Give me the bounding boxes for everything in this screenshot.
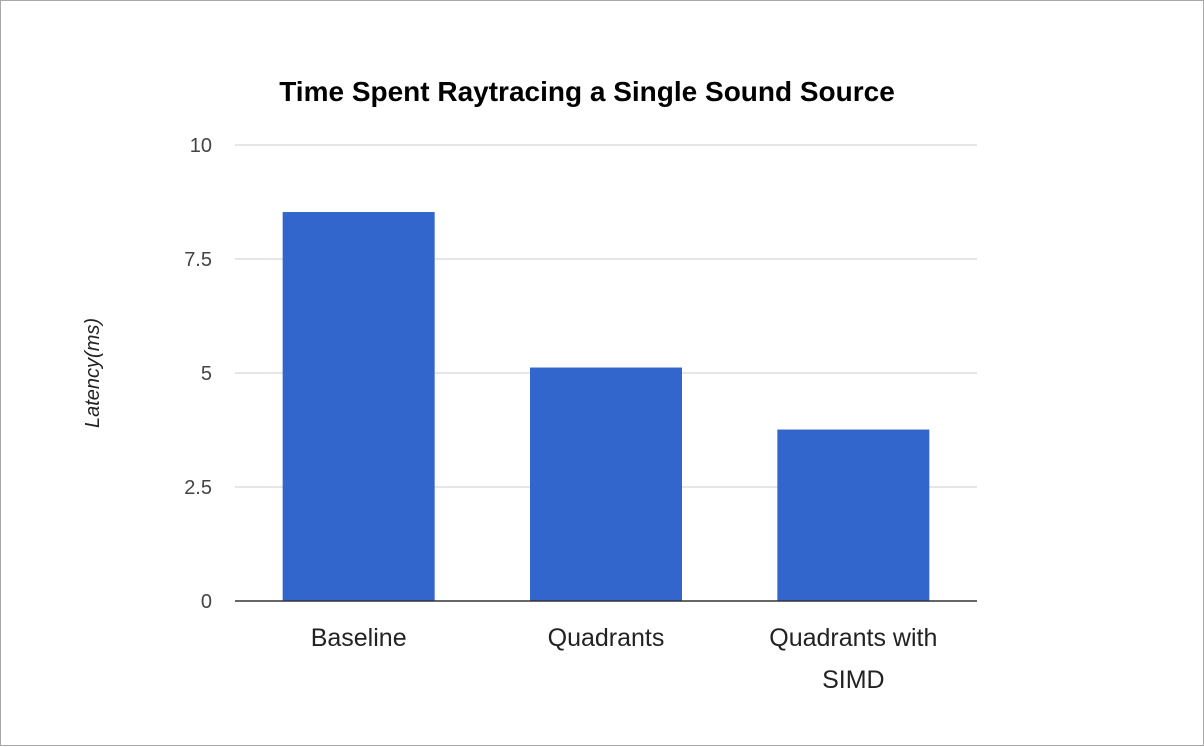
bar xyxy=(530,367,682,601)
x-tick-label: Baseline xyxy=(311,624,407,652)
chart-title: Time Spent Raytracing a Single Sound Sou… xyxy=(279,76,895,107)
y-tick-label: 2.5 xyxy=(184,477,212,499)
bar xyxy=(282,212,435,602)
bar xyxy=(777,429,930,601)
y-tick-label: 10 xyxy=(190,135,212,157)
x-axis-ticks: Baseline Quadrants Quadrants with SIMD xyxy=(311,624,938,694)
bars xyxy=(235,212,977,602)
x-tick-label: Quadrants xyxy=(548,624,665,652)
y-axis-ticks: 0 2.5 5 7.5 10 xyxy=(184,135,212,613)
y-tick-label: 7.5 xyxy=(184,249,212,271)
y-axis-label: Latency(ms) xyxy=(82,318,104,428)
y-tick-label: 5 xyxy=(201,363,212,385)
y-tick-label: 0 xyxy=(201,591,212,613)
x-tick-label: Quadrants with SIMD xyxy=(769,624,937,694)
